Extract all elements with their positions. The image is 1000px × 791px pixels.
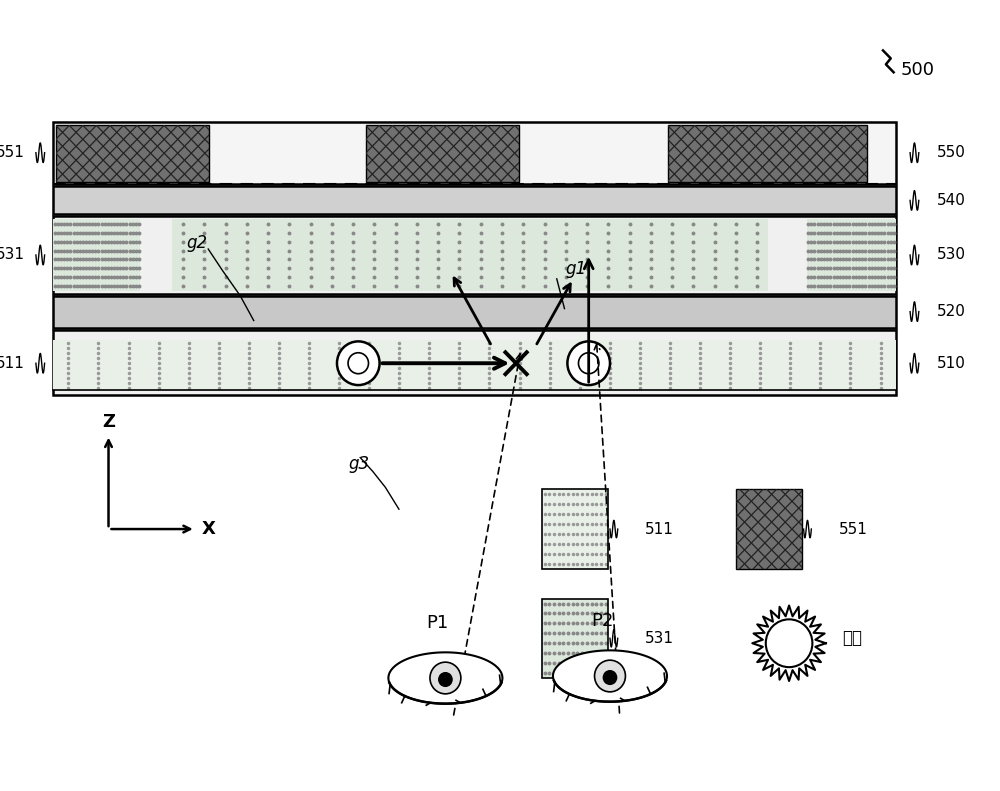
Polygon shape [553, 650, 667, 702]
Text: 511: 511 [645, 521, 674, 536]
Circle shape [603, 670, 617, 685]
Bar [53, 340, 896, 390]
Bar [542, 599, 608, 678]
Bar [53, 187, 896, 214]
Text: 530: 530 [937, 248, 966, 263]
Text: g3: g3 [349, 455, 370, 472]
Text: 511: 511 [0, 356, 25, 371]
Text: 510: 510 [937, 356, 966, 371]
Circle shape [595, 660, 625, 692]
Bar [53, 331, 896, 395]
Bar [172, 219, 768, 291]
Bar [56, 125, 209, 181]
Bar [53, 296, 896, 328]
Text: 551: 551 [838, 521, 867, 536]
Bar [366, 125, 519, 181]
Text: 531: 531 [0, 248, 25, 263]
Bar [542, 599, 608, 678]
Text: 540: 540 [937, 193, 966, 208]
Circle shape [438, 672, 453, 687]
Text: P2: P2 [591, 612, 613, 630]
Text: 520: 520 [937, 304, 966, 319]
Bar [542, 490, 608, 569]
Text: g1: g1 [565, 260, 587, 278]
Bar [736, 490, 802, 569]
Text: g2: g2 [187, 234, 208, 252]
Circle shape [567, 342, 610, 385]
Circle shape [766, 619, 812, 667]
Text: P1: P1 [427, 615, 449, 632]
Text: 500: 500 [900, 61, 934, 79]
Text: 551: 551 [0, 146, 25, 161]
Text: 电荷: 电荷 [842, 630, 862, 647]
Text: 550: 550 [937, 146, 966, 161]
Polygon shape [388, 653, 502, 704]
Bar [53, 122, 896, 184]
Bar [807, 219, 896, 291]
Text: Z: Z [102, 413, 115, 431]
Bar [53, 216, 896, 293]
Text: 531: 531 [645, 630, 674, 645]
Bar [668, 125, 867, 181]
Circle shape [337, 342, 380, 385]
Bar [53, 219, 140, 291]
Text: X: X [201, 520, 215, 538]
Bar [542, 490, 608, 569]
Circle shape [430, 662, 461, 694]
